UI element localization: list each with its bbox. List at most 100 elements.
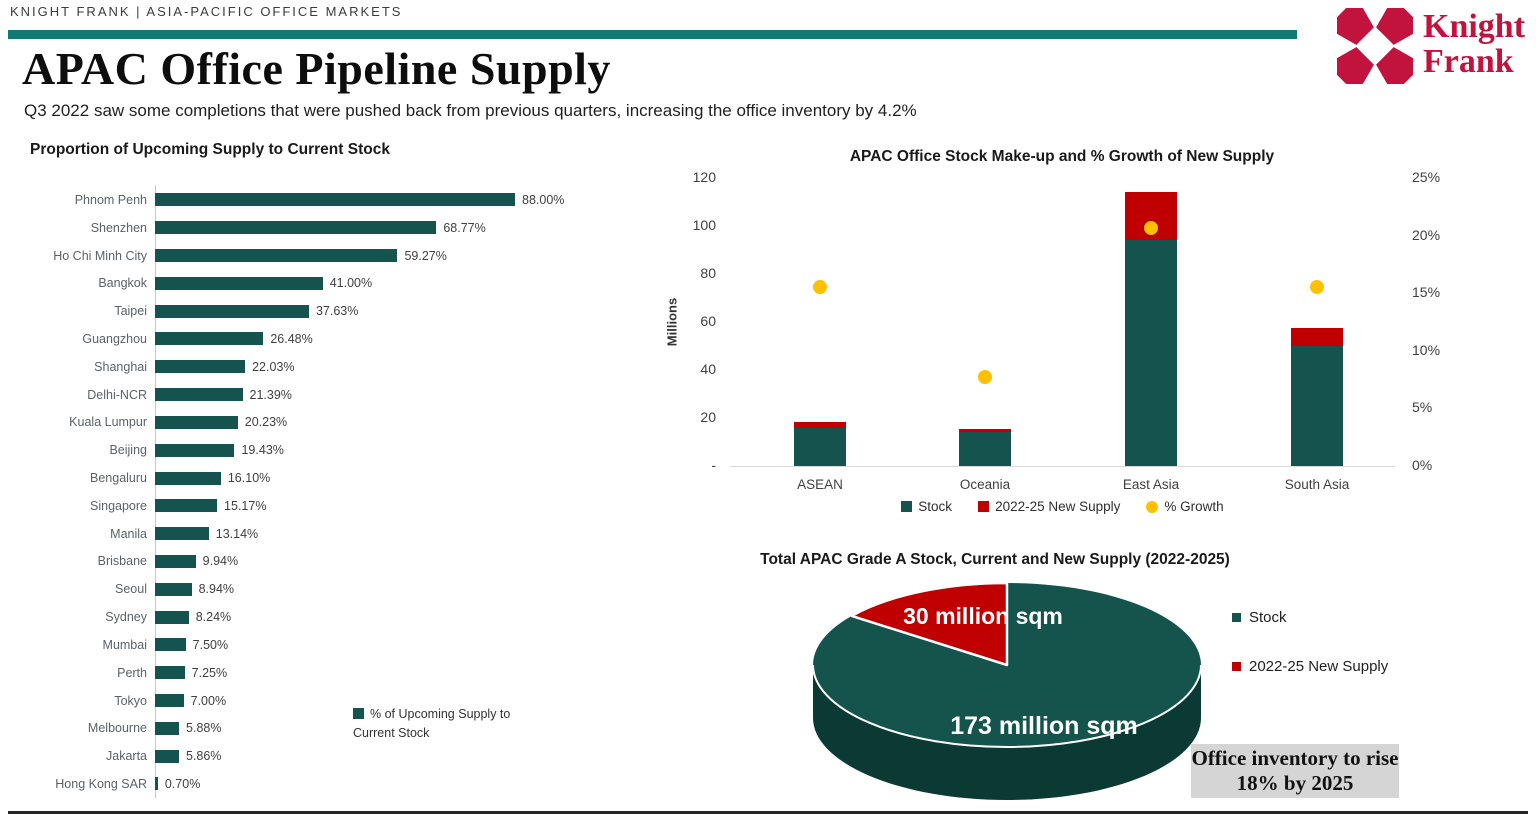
combo-right-tick: 10% — [1412, 341, 1441, 358]
combo-legend-label: % Growth — [1164, 499, 1224, 514]
left-chart-title: Proportion of Upcoming Supply to Current… — [30, 141, 390, 158]
left-chart-bar — [155, 471, 221, 485]
pie-legend-label: Stock — [1249, 609, 1287, 626]
left-chart-row: Beijing 19.43% — [30, 436, 630, 464]
left-chart-value-label: 68.77% — [443, 220, 486, 235]
left-chart-bar — [155, 499, 218, 513]
left-chart-bar — [155, 193, 515, 207]
left-chart-value-label: 15.17% — [224, 498, 267, 513]
combo-chart-title: APAC Office Stock Make-up and % Growth o… — [849, 148, 1275, 165]
left-chart-axis-line — [155, 185, 156, 798]
left-chart-category-label: Seoul — [115, 582, 147, 597]
left-chart-category-label: Hong Kong SAR — [55, 776, 147, 791]
combo-growth-dot — [1144, 220, 1158, 235]
left-chart-value-label: 8.24% — [195, 610, 232, 625]
left-chart-category-label: Shanghai — [94, 359, 147, 374]
combo-growth-dot — [813, 280, 827, 295]
combo-baseline — [730, 466, 1395, 467]
left-chart-value-label: 59.27% — [404, 248, 447, 263]
left-chart-value-label: 37.63% — [315, 304, 359, 319]
left-chart-bar — [155, 221, 437, 235]
legend-marker-circle — [1146, 500, 1159, 513]
left-chart-row: Manila 13.14% — [30, 520, 630, 548]
left-chart-row: Ho Chi Minh City 59.27% — [30, 242, 630, 270]
left-chart-bar — [155, 415, 238, 429]
left-chart-bar — [155, 332, 264, 346]
left-chart-legend: % of Upcoming Supply to Current Stock — [353, 705, 535, 744]
left-chart-row: Tokyo 7.00% — [30, 687, 630, 715]
combo-growth-dot — [978, 370, 992, 385]
left-chart-category-label: Manila — [110, 526, 147, 541]
combo-new-supply-bar — [1291, 328, 1343, 346]
combo-category-label: Oceania — [959, 477, 1011, 492]
left-chart-value-label: 5.86% — [185, 749, 222, 764]
left-chart-bar — [155, 360, 246, 374]
left-chart-value-label: 88.00% — [522, 192, 565, 207]
left-chart-bar — [155, 666, 185, 680]
combo-legend-label: Stock — [918, 499, 953, 514]
combo-left-tick: 80 — [700, 265, 716, 281]
combo-legend-item: % Growth — [1146, 499, 1224, 514]
left-chart-category-label: Bangkok — [98, 276, 147, 291]
legend-marker-square — [901, 501, 913, 512]
left-chart-row: Jakarta 5.86% — [30, 742, 630, 770]
pie-slice-new-supply — [850, 581, 1009, 667]
left-chart-category-label: Brisbane — [97, 554, 147, 569]
left-chart-bar — [155, 388, 243, 402]
combo-right-tick: 20% — [1412, 226, 1441, 243]
left-chart-row: Seoul 8.94% — [30, 575, 630, 603]
left-chart-value-label: 9.94% — [202, 554, 239, 569]
left-chart-value-label: 7.25% — [191, 665, 228, 680]
left-chart-category-label: Beijing — [109, 443, 147, 458]
combo-new-supply-bar — [794, 421, 846, 428]
left-chart-row: Bengaluru 16.10% — [30, 464, 630, 492]
combo-category-label: South Asia — [1284, 477, 1350, 492]
combo-stock-bar — [1291, 346, 1343, 466]
pie-label-stock: 173 million sqm — [950, 712, 1138, 740]
left-chart-bar — [155, 638, 186, 652]
legend-swatch-teal — [353, 708, 364, 719]
left-chart-category-label: Perth — [117, 665, 147, 680]
combo-left-tick: 40 — [700, 361, 716, 377]
left-chart-category-label: Jakarta — [106, 749, 147, 764]
left-chart-bar — [155, 554, 196, 568]
left-chart-row: Delhi-NCR 21.39% — [30, 381, 630, 409]
combo-stock-bar — [794, 427, 846, 466]
left-chart-bar — [155, 249, 398, 263]
left-chart-value-label: 22.03% — [252, 359, 295, 374]
left-chart-bar — [155, 610, 189, 624]
combo-left-tick: - — [711, 457, 716, 473]
left-chart-category-label: Phnom Penh — [74, 192, 147, 207]
left-chart-row: Singapore 15.17% — [30, 492, 630, 520]
pie-label-new-supply: 30 million sqm — [903, 603, 1063, 629]
footer-rule — [8, 811, 1528, 814]
left-chart-row: Perth 7.25% — [30, 659, 630, 687]
left-chart-row: Bangkok 41.00% — [30, 269, 630, 297]
combo-left-tick: 100 — [692, 217, 716, 233]
left-chart-bar — [155, 721, 180, 735]
left-chart-category-label: Taipei — [114, 304, 147, 319]
pie-front-rim — [812, 664, 1202, 748]
combo-category-label: ASEAN — [797, 477, 843, 492]
left-chart-value-label: 8.94% — [198, 582, 235, 597]
knight-frank-wordmark: Knight Frank — [1423, 8, 1526, 80]
pie-legend-label: 2022-25 New Supply — [1249, 658, 1389, 675]
left-chart-bar — [155, 276, 323, 290]
left-chart-value-label: 41.00% — [329, 276, 373, 291]
left-chart-category-label: Sydney — [105, 610, 147, 625]
combo-right-tick: 15% — [1412, 284, 1441, 301]
left-chart-bar — [155, 527, 209, 541]
legend-marker-square — [1232, 662, 1241, 671]
left-chart-value-label: 7.50% — [192, 637, 229, 652]
left-chart-category-label: Tokyo — [114, 693, 147, 708]
left-chart-row: Taipei 37.63% — [30, 297, 630, 325]
left-chart-bar — [155, 443, 235, 457]
combo-left-tick: 120 — [692, 169, 716, 185]
combo-left-tick: 20 — [700, 409, 716, 425]
combo-right-tick: 25% — [1412, 169, 1441, 185]
left-chart-row: Shenzhen 68.77% — [30, 214, 630, 242]
pie-legend-item: 2022-25 New Supply — [1232, 658, 1388, 675]
left-chart-value-label: 13.14% — [215, 526, 259, 541]
combo-growth-dot — [1310, 280, 1324, 295]
page-subtitle: Q3 2022 saw some completions that were p… — [24, 101, 917, 120]
